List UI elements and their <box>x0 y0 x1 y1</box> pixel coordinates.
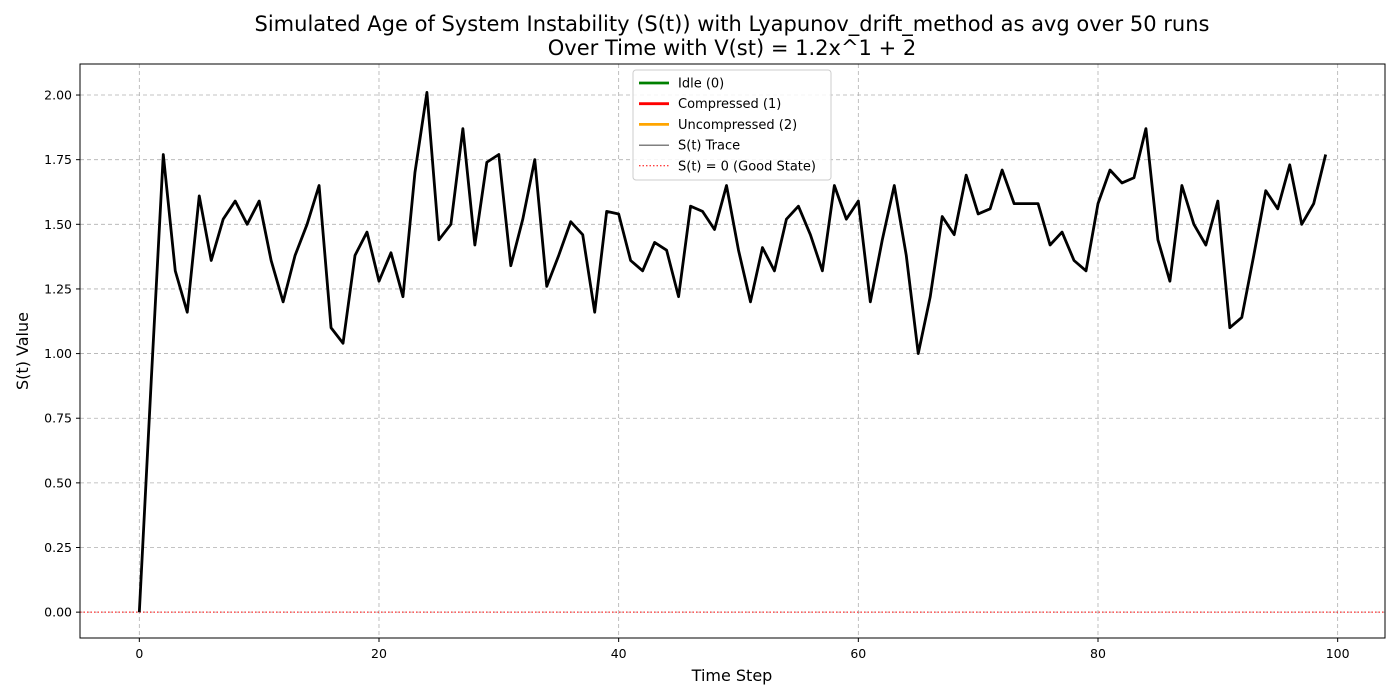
chart-title-line-1: Simulated Age of System Instability (S(t… <box>255 12 1210 37</box>
legend-label: S(t) = 0 (Good State) <box>678 159 816 174</box>
legend-label: Idle (0) <box>678 77 724 92</box>
y-axis-label: S(t) Value <box>13 312 32 390</box>
chart-title-line-2: Over Time with V(st) = 1.2x^1 + 2 <box>548 36 916 60</box>
y-tick-label: 1.00 <box>44 346 72 361</box>
y-tick-label: 1.25 <box>44 281 72 296</box>
x-tick-label: 100 <box>1326 646 1350 661</box>
legend: Idle (0) Compressed (1) Uncompressed (2) S(… <box>632 69 832 181</box>
y-tick-label: 0.75 <box>44 411 72 426</box>
series-layer <box>137 91 1328 613</box>
y-tick-label: 0.00 <box>44 605 72 620</box>
legend-label: S(t) Trace <box>678 139 740 154</box>
y-tick-label: 2.00 <box>44 88 72 103</box>
y-tick-label: 0.50 <box>44 475 72 490</box>
y-tick-label: 0.25 <box>44 540 72 555</box>
x-axis-ticks: 0 20 40 60 80 100 <box>135 638 1350 661</box>
x-tick-label: 40 <box>611 646 627 661</box>
x-tick-label: 20 <box>371 646 387 661</box>
plot-area-frame <box>79 63 1386 639</box>
x-tick-label: 80 <box>1090 646 1106 661</box>
series-line-st-trace <box>137 91 1328 613</box>
x-axis-label: Time Step <box>691 666 773 685</box>
y-tick-label: 1.50 <box>44 217 72 232</box>
x-tick-label: 60 <box>850 646 866 661</box>
x-tick-label: 0 <box>135 646 143 661</box>
y-axis-ticks: 0.00 0.25 0.50 0.75 1.00 1.25 1.50 1.75 2.00 <box>44 88 80 620</box>
y-tick-label: 1.75 <box>44 152 72 167</box>
legend-box <box>632 69 832 181</box>
legend-label: Uncompressed (2) <box>678 118 797 133</box>
legend-label: Compressed (1) <box>678 97 781 112</box>
